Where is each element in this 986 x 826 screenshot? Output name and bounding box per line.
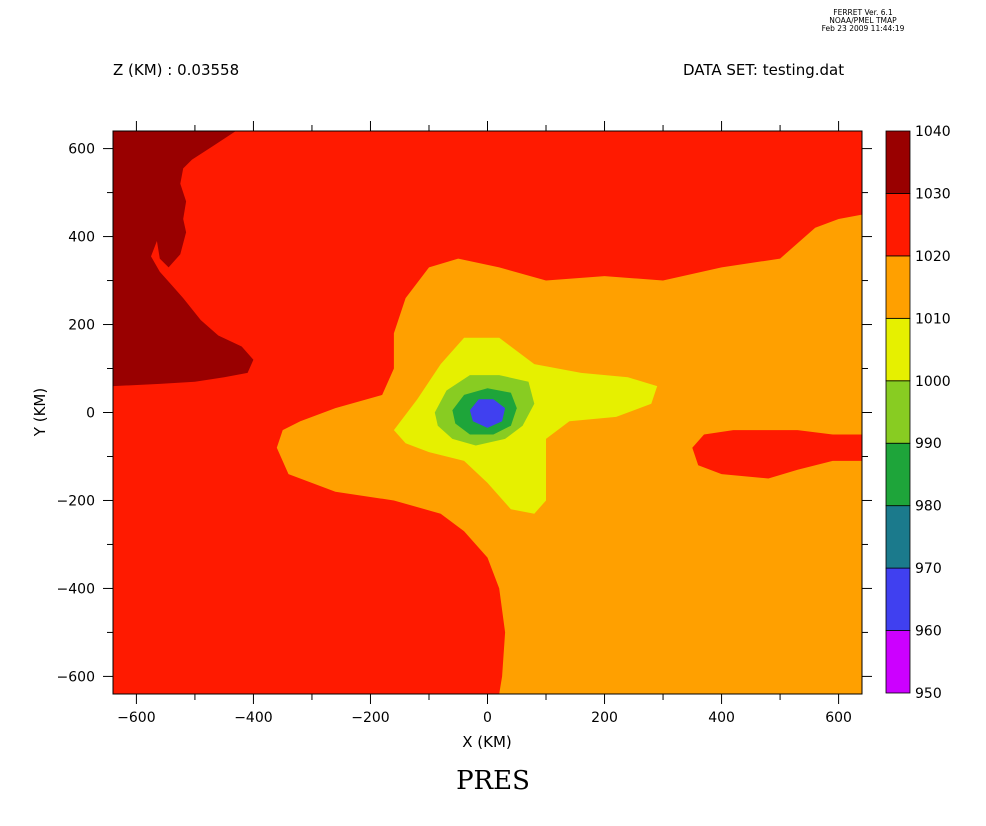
colorbar-label: 1020 xyxy=(915,249,951,265)
contour-region-1000-1010 xyxy=(393,337,658,514)
colorbar-swatch xyxy=(885,505,911,569)
colorbar-label: 950 xyxy=(915,686,942,702)
colorbar-label: 990 xyxy=(915,436,942,452)
colorbar-swatch xyxy=(885,317,911,382)
colorbar-label: 1040 xyxy=(915,124,951,140)
x-tick-label: 600 xyxy=(825,710,852,726)
x-tick-label: −400 xyxy=(234,710,272,726)
colorbar-label: 1010 xyxy=(915,311,951,327)
contour-region-1010-1020 xyxy=(276,214,862,694)
z-level-label: Z (KM) : 0.03558 xyxy=(113,61,240,79)
colorbar-swatch xyxy=(885,130,911,194)
contour-region-960-970 xyxy=(469,399,506,428)
contour-regions xyxy=(113,131,862,694)
x-axis-label: X (KM) xyxy=(462,733,512,751)
colorbar-label: 1000 xyxy=(915,374,951,390)
colorbar-swatch xyxy=(885,630,911,694)
version-line-3: Feb 23 2009 11:44:19 xyxy=(821,24,905,33)
chart-title: PRES xyxy=(456,766,530,796)
colorbar-swatch xyxy=(885,193,911,257)
y-tick-label: 400 xyxy=(68,230,95,246)
ferret-version-stamp: FERRET Ver. 6.1 NOAA/PMEL TMAP Feb 23 20… xyxy=(808,9,918,33)
contour-region-1030-1040 xyxy=(113,131,254,387)
x-tick-label: −200 xyxy=(351,710,389,726)
dataset-label: DATA SET: testing.dat xyxy=(683,61,845,79)
y-tick-label: −600 xyxy=(57,669,95,685)
y-axis-label: Y (KM) xyxy=(31,388,49,437)
y-tick-label: 600 xyxy=(68,142,95,158)
y-tick-label: −200 xyxy=(57,493,95,509)
colorbar-label: 1030 xyxy=(915,186,951,202)
colorbar-swatch xyxy=(885,567,911,631)
y-tick-label: 200 xyxy=(68,318,95,334)
colorbar-swatch xyxy=(885,442,911,507)
x-axis: −600 −400 −200 0 200 400 600 xyxy=(117,121,852,726)
y-tick-label: 0 xyxy=(86,406,95,422)
y-tick-label: −400 xyxy=(57,581,95,597)
version-line-2: NOAA/PMEL TMAP xyxy=(829,16,897,25)
x-tick-label: 0 xyxy=(483,710,492,726)
x-tick-label: 200 xyxy=(591,710,618,726)
colorbar-swatch xyxy=(885,380,911,444)
x-tick-label: 400 xyxy=(708,710,735,726)
y-axis: −600 −400 −200 0 200 400 600 xyxy=(57,142,872,685)
colorbar-swatch xyxy=(885,255,911,319)
colorbar-label: 960 xyxy=(915,624,942,640)
x-tick-label: −600 xyxy=(117,710,155,726)
colorbar-label: 970 xyxy=(915,561,942,577)
colorbar-label: 980 xyxy=(915,499,942,515)
version-line-1: FERRET Ver. 6.1 xyxy=(833,8,893,17)
colorbar: 950 960 970 980 990 1000 1010 1020 1030 1040 xyxy=(885,124,951,702)
